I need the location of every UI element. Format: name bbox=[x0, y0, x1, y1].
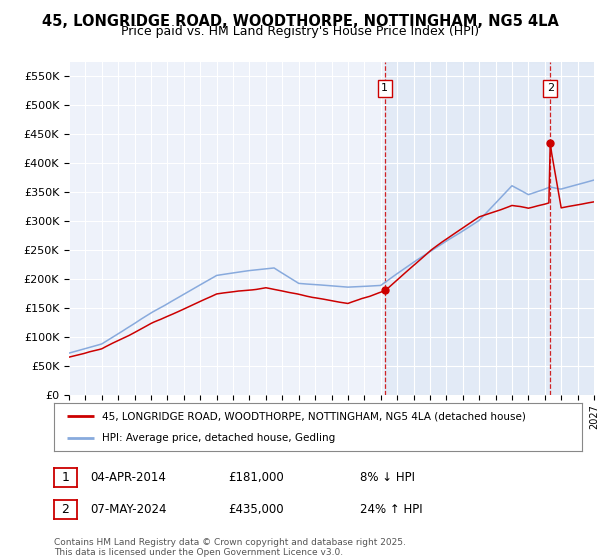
Text: 2: 2 bbox=[61, 503, 70, 516]
Text: HPI: Average price, detached house, Gedling: HPI: Average price, detached house, Gedl… bbox=[101, 433, 335, 443]
Text: 24% ↑ HPI: 24% ↑ HPI bbox=[360, 503, 422, 516]
Text: Contains HM Land Registry data © Crown copyright and database right 2025.
This d: Contains HM Land Registry data © Crown c… bbox=[54, 538, 406, 557]
Text: £435,000: £435,000 bbox=[228, 503, 284, 516]
Text: 45, LONGRIDGE ROAD, WOODTHORPE, NOTTINGHAM, NG5 4LA: 45, LONGRIDGE ROAD, WOODTHORPE, NOTTINGH… bbox=[41, 14, 559, 29]
Text: 2: 2 bbox=[547, 83, 554, 94]
Text: 1: 1 bbox=[382, 83, 388, 94]
Text: Price paid vs. HM Land Registry's House Price Index (HPI): Price paid vs. HM Land Registry's House … bbox=[121, 25, 479, 38]
Text: 45, LONGRIDGE ROAD, WOODTHORPE, NOTTINGHAM, NG5 4LA (detached house): 45, LONGRIDGE ROAD, WOODTHORPE, NOTTINGH… bbox=[101, 411, 526, 421]
Bar bbox=[385, 62, 594, 395]
Text: 8% ↓ HPI: 8% ↓ HPI bbox=[360, 470, 415, 484]
Text: 1: 1 bbox=[61, 470, 70, 484]
Text: 07-MAY-2024: 07-MAY-2024 bbox=[90, 503, 167, 516]
Text: 04-APR-2014: 04-APR-2014 bbox=[90, 470, 166, 484]
Text: £181,000: £181,000 bbox=[228, 470, 284, 484]
